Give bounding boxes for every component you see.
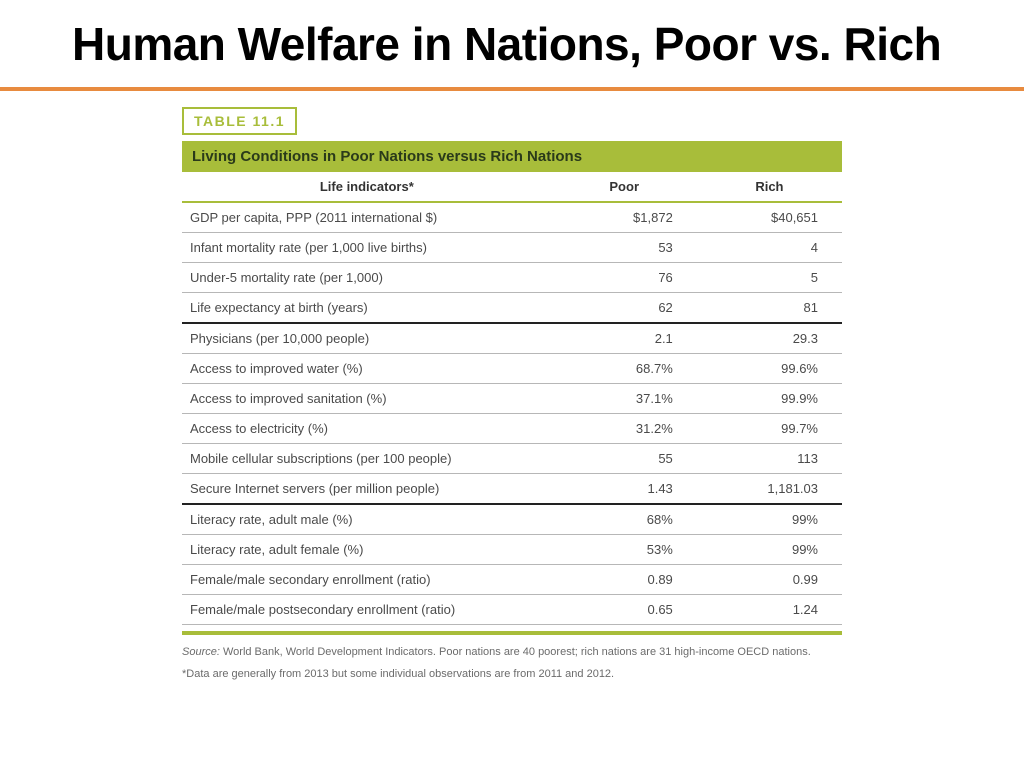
cell-indicator: GDP per capita, PPP (2011 international …	[182, 202, 552, 233]
cell-rich: 1,181.03	[697, 473, 842, 504]
divider-rule	[0, 87, 1024, 91]
cell-rich: 4	[697, 232, 842, 262]
cell-poor: 68.7%	[552, 353, 697, 383]
table-row: Secure Internet servers (per million peo…	[182, 473, 842, 504]
cell-poor: 55	[552, 443, 697, 473]
cell-poor: 1.43	[552, 473, 697, 504]
cell-indicator: Infant mortality rate (per 1,000 live bi…	[182, 232, 552, 262]
cell-indicator: Physicians (per 10,000 people)	[182, 323, 552, 354]
cell-indicator: Access to improved water (%)	[182, 353, 552, 383]
table-row: Physicians (per 10,000 people)2.129.3	[182, 323, 842, 354]
cell-poor: 68%	[552, 504, 697, 535]
table-row: Access to improved sanitation (%)37.1%99…	[182, 383, 842, 413]
cell-poor: 76	[552, 262, 697, 292]
table-row: Access to electricity (%)31.2%99.7%	[182, 413, 842, 443]
cell-rich: 99.9%	[697, 383, 842, 413]
table-row: Female/male secondary enrollment (ratio)…	[182, 564, 842, 594]
cell-indicator: Female/male postsecondary enrollment (ra…	[182, 594, 552, 624]
col-header-rich: Rich	[697, 172, 842, 202]
cell-poor: $1,872	[552, 202, 697, 233]
source-label: Source:	[182, 646, 220, 658]
cell-rich: 99%	[697, 534, 842, 564]
cell-poor: 53	[552, 232, 697, 262]
cell-indicator: Secure Internet servers (per million peo…	[182, 473, 552, 504]
footnotes: Source: World Bank, World Development In…	[182, 645, 842, 683]
table-caption: Living Conditions in Poor Nations versus…	[182, 141, 842, 172]
cell-poor: 62	[552, 292, 697, 323]
cell-rich: 99%	[697, 504, 842, 535]
cell-rich: 1.24	[697, 594, 842, 624]
cell-poor: 2.1	[552, 323, 697, 354]
data-footnote: *Data are generally from 2013 but some i…	[182, 667, 842, 683]
table-container: TABLE 11.1 Living Conditions in Poor Nat…	[182, 107, 842, 683]
cell-indicator: Access to electricity (%)	[182, 413, 552, 443]
data-table: Life indicators* Poor Rich GDP per capit…	[182, 172, 842, 625]
cell-indicator: Under-5 mortality rate (per 1,000)	[182, 262, 552, 292]
slide-title: Human Welfare in Nations, Poor vs. Rich	[0, 0, 1024, 83]
cell-rich: 81	[697, 292, 842, 323]
cell-rich: 99.6%	[697, 353, 842, 383]
col-header-indicator: Life indicators*	[182, 172, 552, 202]
cell-rich: $40,651	[697, 202, 842, 233]
table-row: Access to improved water (%)68.7%99.6%	[182, 353, 842, 383]
cell-poor: 0.89	[552, 564, 697, 594]
table-row: Under-5 mortality rate (per 1,000)765	[182, 262, 842, 292]
table-row: GDP per capita, PPP (2011 international …	[182, 202, 842, 233]
cell-indicator: Literacy rate, adult female (%)	[182, 534, 552, 564]
table-row: Infant mortality rate (per 1,000 live bi…	[182, 232, 842, 262]
table-row: Mobile cellular subscriptions (per 100 p…	[182, 443, 842, 473]
source-line: Source: World Bank, World Development In…	[182, 645, 842, 661]
table-row: Literacy rate, adult male (%)68%99%	[182, 504, 842, 535]
table-row: Life expectancy at birth (years)6281	[182, 292, 842, 323]
table-bottom-rule	[182, 631, 842, 635]
cell-indicator: Access to improved sanitation (%)	[182, 383, 552, 413]
cell-indicator: Mobile cellular subscriptions (per 100 p…	[182, 443, 552, 473]
table-row: Literacy rate, adult female (%)53%99%	[182, 534, 842, 564]
cell-rich: 29.3	[697, 323, 842, 354]
col-header-poor: Poor	[552, 172, 697, 202]
source-text: World Bank, World Development Indicators…	[220, 646, 811, 658]
cell-rich: 0.99	[697, 564, 842, 594]
table-tag: TABLE 11.1	[182, 107, 297, 135]
cell-poor: 53%	[552, 534, 697, 564]
cell-rich: 5	[697, 262, 842, 292]
cell-indicator: Life expectancy at birth (years)	[182, 292, 552, 323]
cell-poor: 31.2%	[552, 413, 697, 443]
table-row: Female/male postsecondary enrollment (ra…	[182, 594, 842, 624]
cell-indicator: Literacy rate, adult male (%)	[182, 504, 552, 535]
cell-indicator: Female/male secondary enrollment (ratio)	[182, 564, 552, 594]
cell-poor: 0.65	[552, 594, 697, 624]
cell-poor: 37.1%	[552, 383, 697, 413]
cell-rich: 99.7%	[697, 413, 842, 443]
table-body: GDP per capita, PPP (2011 international …	[182, 202, 842, 625]
table-header-row: Life indicators* Poor Rich	[182, 172, 842, 202]
cell-rich: 113	[697, 443, 842, 473]
